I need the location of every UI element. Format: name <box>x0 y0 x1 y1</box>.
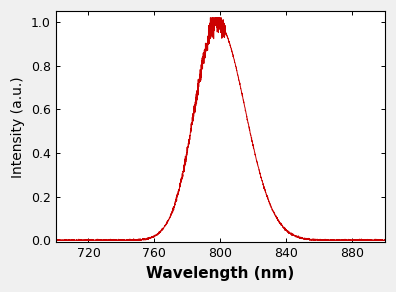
Y-axis label: Intensity (a.u.): Intensity (a.u.) <box>11 76 25 178</box>
X-axis label: Wavelength (nm): Wavelength (nm) <box>146 266 294 281</box>
